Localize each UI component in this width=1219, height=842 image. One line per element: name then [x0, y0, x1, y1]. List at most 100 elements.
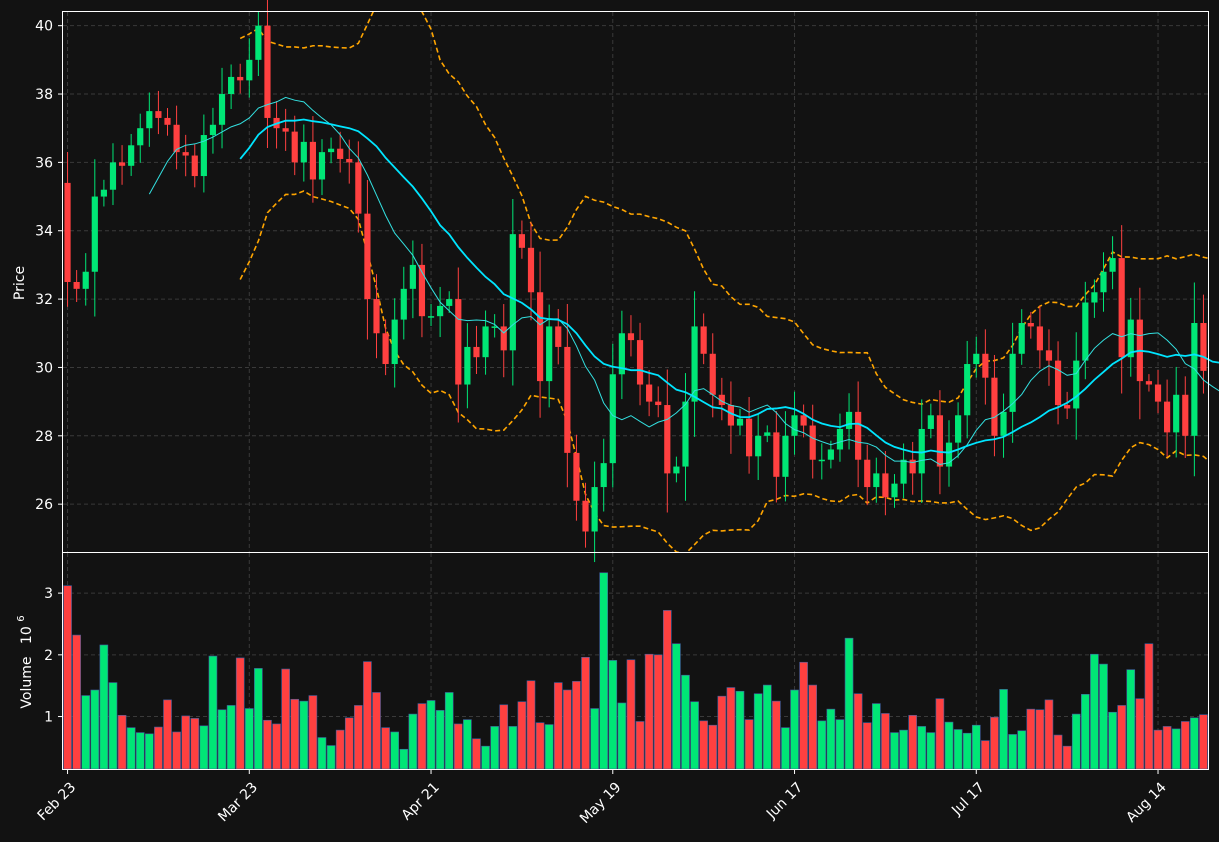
candle-body: [1027, 323, 1034, 327]
volume-bar: [853, 693, 863, 770]
candle-body: [755, 435, 762, 457]
candle-body: [873, 473, 880, 488]
candle-body: [437, 305, 444, 317]
volume-bar: [644, 653, 654, 770]
candle-body: [200, 135, 207, 177]
volume-bar: [308, 695, 318, 770]
volume-bar: [217, 709, 227, 770]
candle-body: [373, 299, 380, 334]
price-tick-label: 32: [35, 292, 53, 308]
volume-bar: [317, 737, 327, 770]
volume-bar: [572, 681, 581, 770]
price-panel: 26 28 30 32 34 36 38 40 Price: [12, 0, 1219, 563]
candle-body: [228, 76, 235, 95]
candle-body: [600, 463, 607, 488]
candle-body: [500, 326, 507, 351]
volume-bar: [535, 722, 545, 770]
volume-bar: [472, 738, 481, 770]
volume-bar: [354, 705, 363, 770]
candle-body: [1091, 292, 1098, 303]
candle-body: [1127, 319, 1134, 358]
price-y-ticks: 26 28 30 32 34 36 38 40: [35, 19, 63, 513]
candle-body: [1109, 258, 1116, 272]
candle-body: [1045, 350, 1053, 361]
candle-body: [418, 264, 426, 317]
candle-body: [809, 425, 816, 460]
volume-bar: [772, 700, 781, 770]
slow-moving-average-line: [239, 118, 1219, 454]
candle-body: [391, 319, 398, 365]
candle-body: [282, 128, 289, 132]
svg-text:Volume 10 6: Volume 10 6: [16, 615, 35, 708]
volume-bar: [444, 692, 454, 770]
volume-y-ticks: 1 2 3: [44, 586, 63, 726]
candle-body: [782, 435, 789, 477]
volume-axis-label: Volume 10 6: [16, 615, 35, 708]
volume-bar: [1117, 705, 1126, 770]
candle-body: [964, 364, 971, 416]
candle-body: [400, 288, 407, 320]
volume-bar: [90, 689, 100, 770]
candle-body: [491, 326, 498, 328]
candle-body: [709, 353, 716, 395]
volume-bar: [808, 684, 818, 770]
volume-bar: [1026, 708, 1036, 770]
price-tick-label: 36: [35, 155, 53, 171]
candle-body: [346, 158, 353, 163]
candle-body: [327, 148, 335, 153]
candle-body: [1173, 394, 1180, 433]
candle-body: [73, 282, 80, 289]
upper-band-line: [239, 12, 1208, 406]
volume-tick-label: 3: [44, 586, 53, 602]
volume-bar: [862, 722, 872, 770]
candle-body: [927, 415, 934, 429]
candle-body: [909, 459, 916, 474]
volume-bar: [653, 654, 663, 770]
price-candles: [64, 0, 1207, 563]
volume-bar: [244, 708, 254, 770]
volume-bar: [590, 708, 599, 770]
volume-bar: [663, 610, 672, 770]
volume-bar: [208, 655, 218, 770]
candle-body: [845, 411, 853, 429]
volume-bar: [681, 674, 690, 770]
volume-bar: [1126, 669, 1136, 770]
candle-body: [182, 152, 189, 156]
candle-body: [1036, 326, 1043, 351]
candle-body: [1054, 360, 1062, 406]
candle-body: [118, 162, 126, 166]
volume-bar: [608, 660, 618, 770]
volume-bar: [935, 698, 945, 770]
volume-bar: [254, 668, 263, 770]
candle-body: [582, 500, 589, 532]
candle-body: [945, 442, 953, 467]
candle-body: [264, 25, 271, 118]
volume-bar: [762, 684, 772, 770]
candle-body: [527, 247, 535, 293]
volume-bar: [817, 720, 827, 770]
candle-body: [1009, 353, 1016, 412]
price-tick-label: 38: [35, 87, 53, 103]
volume-bar: [735, 690, 745, 770]
candle-body: [973, 353, 980, 365]
candle-body: [1145, 381, 1153, 385]
candle-body: [382, 333, 389, 365]
candle-body: [309, 141, 316, 180]
candle-body: [109, 162, 117, 190]
volume-bar: [890, 732, 899, 770]
volume-bar: [872, 703, 881, 770]
volume-bar: [126, 727, 136, 770]
candle-body: [682, 401, 689, 467]
candle-body: [173, 124, 180, 153]
volume-bar: [63, 585, 72, 770]
candle-body: [482, 326, 489, 358]
volume-bar: [490, 726, 499, 770]
candle-body: [646, 384, 653, 402]
volume-bar: [226, 705, 236, 770]
candle-body: [773, 432, 780, 477]
candle-body: [64, 182, 71, 282]
candle-body: [209, 124, 217, 136]
candle-body: [191, 155, 198, 177]
volume-bar: [971, 724, 981, 770]
